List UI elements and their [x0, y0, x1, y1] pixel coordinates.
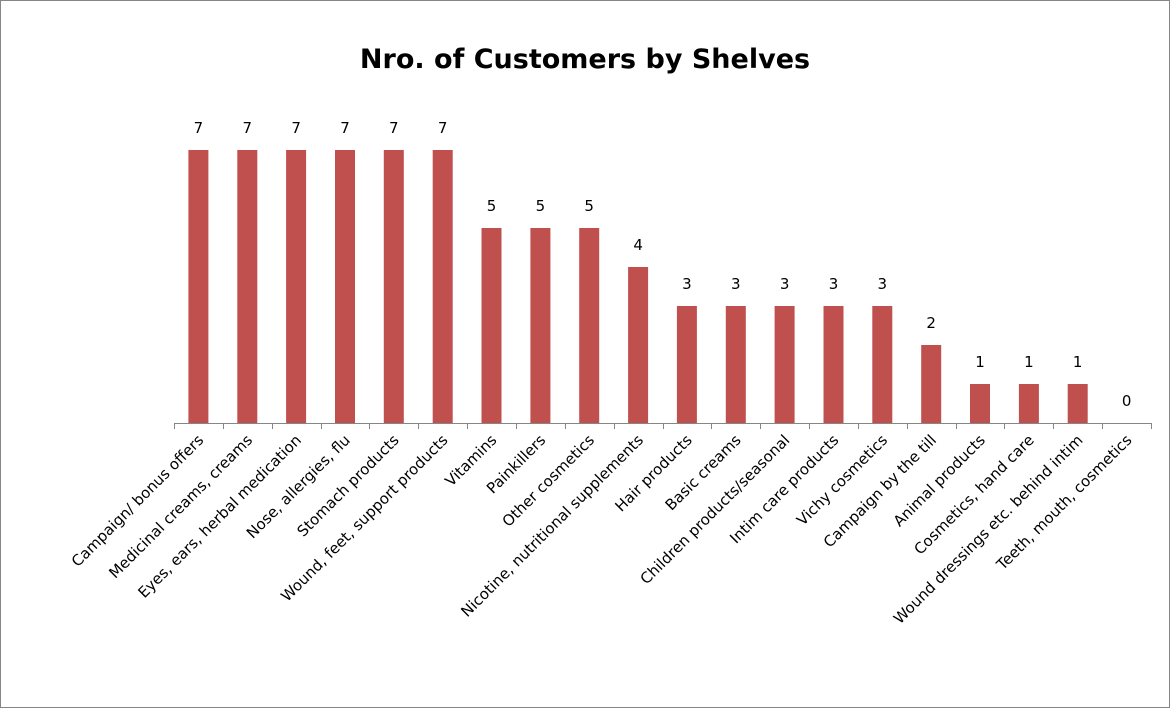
bar	[188, 150, 209, 423]
x-tick-label: Animal products	[890, 431, 989, 530]
data-label: 7	[291, 119, 301, 137]
data-label: 5	[584, 197, 594, 215]
bar	[921, 345, 942, 423]
data-label: 1	[1073, 353, 1083, 371]
bar	[237, 150, 258, 423]
data-label: 7	[389, 119, 399, 137]
data-label: 2	[926, 314, 936, 332]
bar	[774, 306, 795, 423]
data-label: 1	[975, 353, 985, 371]
bar	[628, 267, 649, 423]
bar	[1018, 384, 1039, 423]
data-label: 0	[1122, 392, 1132, 410]
bar	[335, 150, 355, 423]
bar	[1067, 384, 1088, 423]
bar	[530, 228, 551, 423]
bar	[725, 306, 746, 423]
chart-title: Nro. of Customers by Shelves	[360, 44, 810, 75]
bar	[286, 150, 307, 423]
data-label: 3	[731, 275, 741, 293]
bar	[579, 228, 600, 423]
data-label: 3	[878, 275, 888, 293]
bar	[676, 306, 697, 423]
bar	[383, 150, 404, 423]
bar	[970, 384, 990, 423]
data-labels: 7 7 7 7 7 7 5 5 5 4 3 3 3 3 3 2 1 1 1 0	[194, 119, 1132, 410]
data-label: 7	[438, 119, 448, 137]
data-label: 1	[1024, 353, 1034, 371]
data-label: 4	[633, 236, 643, 254]
data-label: 7	[243, 119, 253, 137]
data-label: 5	[536, 197, 546, 215]
bar	[872, 306, 893, 423]
data-label: 7	[194, 119, 204, 137]
x-axis-ticks	[174, 423, 1152, 429]
data-label: 3	[829, 275, 839, 293]
x-tick-label: Vichy cosmetics	[793, 431, 891, 529]
bar	[481, 228, 502, 423]
bar	[823, 306, 844, 423]
data-label: 3	[780, 275, 790, 293]
data-label: 5	[487, 197, 497, 215]
bars	[188, 150, 1088, 423]
x-tick-label: Nicotine, nutritional supplements	[457, 431, 647, 621]
data-label: 7	[340, 119, 350, 137]
bar	[432, 150, 453, 423]
data-label: 3	[682, 275, 692, 293]
